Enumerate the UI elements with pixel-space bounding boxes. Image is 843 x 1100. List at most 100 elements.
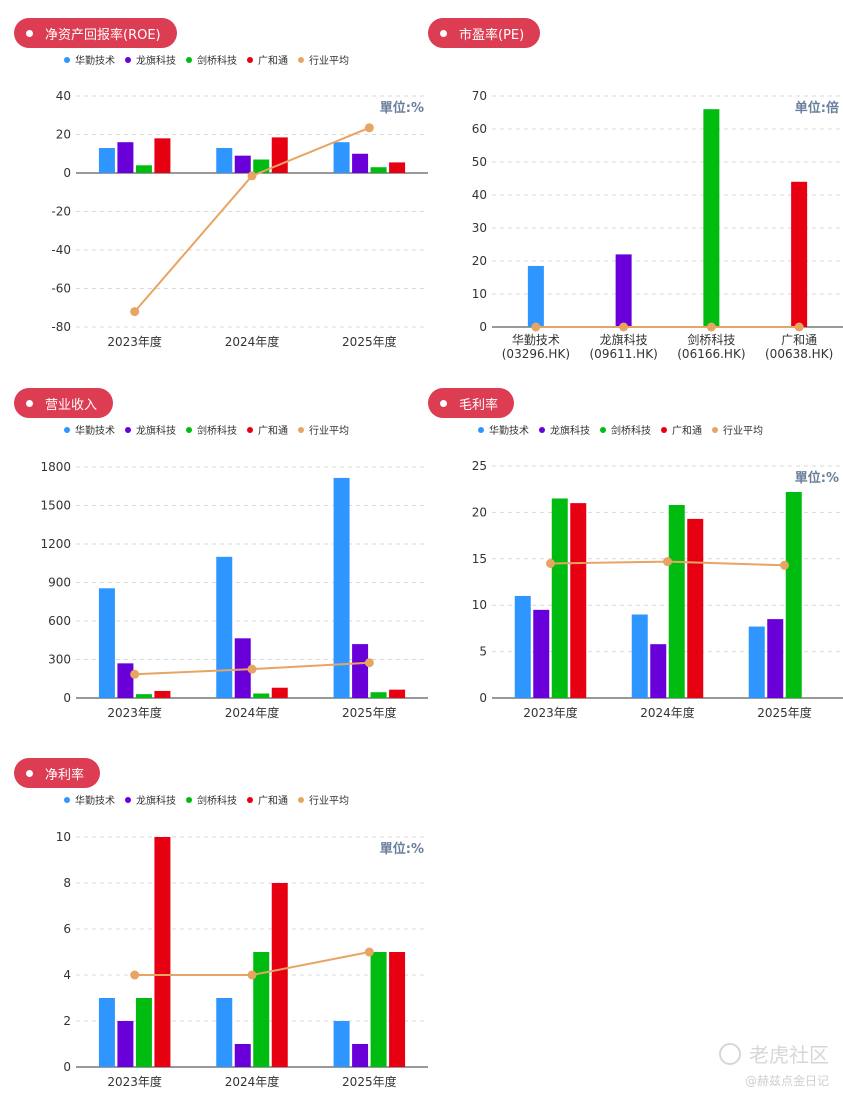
legend-dot-icon	[64, 56, 70, 63]
x-tick-label: 剑桥科技	[687, 332, 735, 347]
chart-legend: 华勤技术 龙旗科技 剑桥科技 广和通 行业平均	[64, 52, 359, 67]
bar-剑桥科技	[253, 952, 270, 1067]
legend-dot-icon	[539, 426, 545, 433]
legend-label: 龙旗科技	[136, 56, 176, 67]
y-tick-label: 60	[472, 122, 487, 136]
bar-龙旗科技	[117, 1021, 134, 1067]
legend-label: 华勤技术	[75, 426, 115, 437]
x-tick-label: 2024年度	[640, 705, 695, 720]
x-tick-label: 2023年度	[107, 705, 162, 720]
x-tick-label: 2025年度	[757, 705, 812, 720]
x-tick-label: 2023年度	[107, 1074, 162, 1089]
watermark-brand: 老虎社区	[749, 1043, 829, 1067]
bar-广和通	[389, 162, 406, 173]
legend-item[interactable]: 龙旗科技	[539, 422, 590, 437]
average-point	[663, 557, 672, 567]
legend-item[interactable]: 华勤技术	[64, 52, 115, 67]
legend-dot-icon	[661, 426, 667, 433]
bar-剑桥科技	[135, 998, 152, 1067]
y-tick-label: 4	[63, 968, 71, 982]
legend-item[interactable]: 广和通	[247, 52, 288, 67]
legend-item[interactable]: 行业平均	[298, 792, 349, 807]
bar-华勤技术	[631, 614, 648, 698]
y-tick-label: 5	[479, 645, 487, 659]
bullet-icon	[440, 29, 447, 37]
bar-剑桥科技	[551, 498, 568, 698]
y-tick-label: 20	[472, 254, 487, 268]
legend-item[interactable]: 广和通	[247, 792, 288, 807]
bar-广和通	[154, 690, 171, 698]
average-point	[780, 560, 789, 570]
average-point	[247, 664, 257, 674]
y-tick-label: -60	[51, 282, 71, 296]
bar-华勤技术	[98, 998, 115, 1067]
panel-title: 净资产回报率(ROE)	[45, 27, 161, 43]
y-tick-label: 1500	[40, 499, 71, 513]
net-margin-chart: 10 8 6 4 2 0 單位:% 2023年度 2024年度 2025年度	[56, 830, 428, 1089]
bar-剑桥科技	[785, 491, 802, 698]
average-point	[706, 322, 716, 332]
title-badge-net-margin: 净利率	[14, 758, 101, 788]
legend-item[interactable]: 行业平均	[298, 422, 349, 437]
bar-龙旗科技	[352, 153, 369, 173]
y-tick-label: 6	[63, 922, 71, 936]
title-badge-roe: 净资产回报率(ROE)	[14, 18, 177, 48]
average-point	[247, 171, 257, 181]
x-tick-label: 广和通	[781, 333, 817, 347]
legend-item[interactable]: 华勤技术	[64, 792, 115, 807]
y-tick-label: 1800	[40, 460, 71, 474]
legend-item[interactable]: 龙旗科技	[125, 52, 176, 67]
average-point	[619, 322, 629, 332]
legend-label: 龙旗科技	[136, 426, 176, 437]
legend-item[interactable]: 龙旗科技	[125, 792, 176, 807]
legend-item[interactable]: 行业平均	[298, 52, 349, 67]
bar-龙旗科技	[234, 155, 251, 173]
x-tick-label: 2023年度	[523, 705, 578, 720]
legend-item[interactable]: 华勤技术	[64, 422, 115, 437]
y-tick-label: 8	[63, 876, 71, 890]
bar-华勤技术	[98, 147, 115, 173]
legend-label: 广和通	[258, 796, 288, 807]
bar-华勤技术	[333, 142, 350, 173]
legend-item[interactable]: 龙旗科技	[125, 422, 176, 437]
bar-广和通	[271, 687, 288, 698]
average-point	[364, 123, 374, 133]
legend-label: 剑桥科技	[611, 426, 651, 437]
legend-item[interactable]: 剑桥科技	[186, 52, 237, 67]
legend-item[interactable]: 剑桥科技	[186, 422, 237, 437]
legend-item[interactable]: 广和通	[247, 422, 288, 437]
bar-剑桥科技	[253, 159, 270, 173]
y-tick-label: 20	[56, 128, 71, 142]
bar-华勤技术	[333, 477, 350, 698]
legend-label: 华勤技术	[75, 56, 115, 67]
y-tick-label: 0	[479, 320, 487, 334]
y-tick-label: 0	[63, 1060, 71, 1074]
legend-label: 广和通	[258, 56, 288, 67]
panel-title: 毛利率	[459, 397, 499, 413]
y-tick-label: 900	[48, 576, 71, 590]
legend-item[interactable]: 广和通	[661, 422, 702, 437]
bar-龙旗科技	[117, 142, 134, 173]
legend-item[interactable]: 剑桥科技	[186, 792, 237, 807]
title-badge-gross-margin: 毛利率	[428, 388, 515, 418]
legend-item[interactable]: 华勤技术	[478, 422, 529, 437]
bar-龙旗科技	[234, 1044, 251, 1067]
bar-广和通	[271, 883, 288, 1067]
bar-剑桥科技	[135, 694, 152, 698]
legend-label: 广和通	[258, 426, 288, 437]
average-point	[794, 322, 804, 332]
legend-item[interactable]: 剑桥科技	[600, 422, 651, 437]
bar-龙旗科技	[533, 609, 550, 698]
y-tick-label: 40	[56, 89, 71, 103]
y-tick-label: 300	[48, 653, 71, 667]
legend-dot-icon	[247, 56, 253, 63]
watermark-logo: 老虎社区	[719, 1039, 829, 1068]
gross-margin-chart: 25 20 15 10 5 0 單位:% 2023年度 2024年度 2025年度	[472, 459, 843, 720]
legend-dot-icon	[125, 796, 131, 803]
legend-label: 龙旗科技	[136, 796, 176, 807]
bar-广和通	[271, 137, 288, 173]
legend-item[interactable]: 行业平均	[712, 422, 763, 437]
legend-dot-icon	[298, 426, 304, 433]
bullet-icon	[26, 399, 33, 407]
bullet-icon	[26, 769, 33, 777]
